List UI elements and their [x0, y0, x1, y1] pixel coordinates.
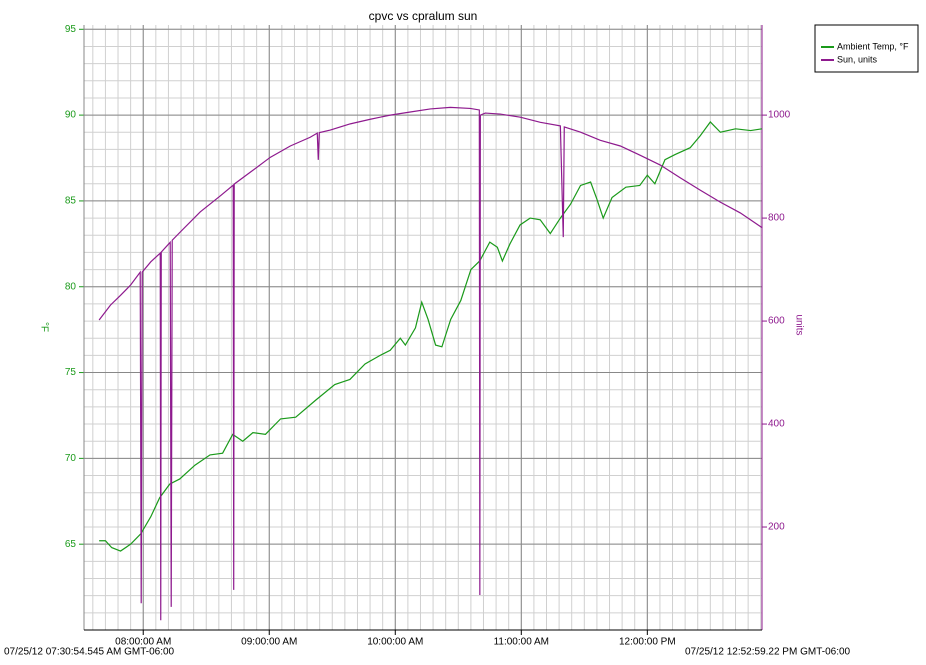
series-line — [98, 106, 763, 621]
x-tick-label: 11:00:00 AM — [494, 637, 549, 648]
x-tick-label: 08:00:00 AM — [115, 637, 171, 648]
legend-label: Sun, units — [837, 54, 878, 64]
x-tick-label: 10:00:00 AM — [367, 637, 423, 648]
y-tick-label: 80 — [65, 281, 77, 292]
y2-tick-label: 1000 — [768, 110, 791, 121]
y2-tick-label: 200 — [768, 522, 785, 533]
y-tick-label: 75 — [65, 367, 77, 378]
legend-label: Ambient Temp, °F — [837, 41, 909, 51]
y2-axis-label: units — [793, 314, 804, 335]
y-tick-label: 70 — [65, 453, 77, 464]
y-tick-label: 85 — [65, 196, 77, 207]
footer-end: 07/25/12 12:52:59.22 PM GMT-06:00 — [685, 647, 851, 658]
y-axis-label: °F — [38, 322, 49, 332]
y2-tick-label: 400 — [768, 419, 785, 430]
x-tick-label: 09:00:00 AM — [241, 637, 297, 648]
y2-tick-label: 600 — [768, 316, 785, 327]
y-tick-label: 65 — [65, 539, 77, 550]
series-line — [99, 121, 763, 552]
y2-tick-label: 800 — [768, 213, 785, 224]
legend-box — [814, 24, 919, 73]
y-tick-label: 95 — [65, 24, 77, 35]
x-tick-label: 12:00:00 PM — [619, 637, 676, 648]
chart-title: cpvc vs cpralum sun — [369, 9, 478, 23]
footer-start: 07/25/12 07:30:54.545 AM GMT-06:00 — [4, 647, 175, 658]
y-tick-label: 90 — [65, 110, 77, 121]
